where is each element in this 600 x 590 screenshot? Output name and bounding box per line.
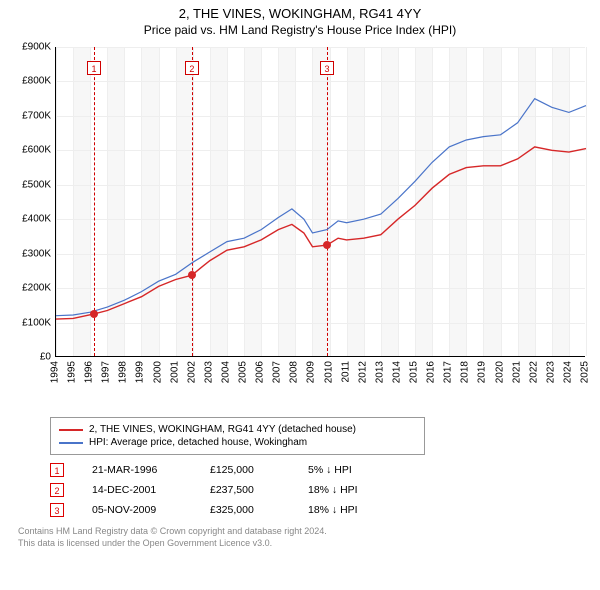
sales-date: 05-NOV-2009 bbox=[92, 504, 182, 516]
x-tick-label: 2000 bbox=[152, 361, 163, 383]
titles: 2, THE VINES, WOKINGHAM, RG41 4YY Price … bbox=[0, 0, 600, 41]
chart-container: 2, THE VINES, WOKINGHAM, RG41 4YY Price … bbox=[0, 0, 600, 549]
sales-index-box: 2 bbox=[50, 483, 64, 497]
sales-row: 2 14-DEC-2001 £237,500 18% ↓ HPI bbox=[50, 483, 590, 497]
plot-region: 123 bbox=[55, 47, 585, 357]
x-tick-label: 1994 bbox=[50, 361, 61, 383]
x-tick-label: 2019 bbox=[477, 361, 488, 383]
sales-row: 3 05-NOV-2009 £325,000 18% ↓ HPI bbox=[50, 503, 590, 517]
sales-delta: 18% ↓ HPI bbox=[308, 484, 388, 496]
x-tick-label: 1996 bbox=[84, 361, 95, 383]
x-tick-label: 2023 bbox=[545, 361, 556, 383]
x-tick-label: 2002 bbox=[186, 361, 197, 383]
y-tick-label: £800K bbox=[5, 76, 51, 87]
legend-swatch bbox=[59, 442, 83, 444]
y-tick-label: £700K bbox=[5, 110, 51, 121]
x-tick-label: 1999 bbox=[135, 361, 146, 383]
x-tick-label: 2005 bbox=[238, 361, 249, 383]
x-tick-label: 2007 bbox=[272, 361, 283, 383]
x-tick-label: 2008 bbox=[289, 361, 300, 383]
x-tick-label: 2010 bbox=[323, 361, 334, 383]
x-tick-label: 2015 bbox=[409, 361, 420, 383]
x-tick-label: 2003 bbox=[203, 361, 214, 383]
footer-line: This data is licensed under the Open Gov… bbox=[18, 537, 590, 549]
series-svg bbox=[56, 47, 585, 356]
sales-date: 14-DEC-2001 bbox=[92, 484, 182, 496]
x-tick-label: 1995 bbox=[67, 361, 78, 383]
y-tick-label: £0 bbox=[5, 352, 51, 363]
x-tick-label: 1998 bbox=[118, 361, 129, 383]
x-tick-label: 2016 bbox=[426, 361, 437, 383]
y-tick-label: £100K bbox=[5, 317, 51, 328]
x-tick-label: 2020 bbox=[494, 361, 505, 383]
series-line bbox=[56, 147, 586, 319]
y-tick-label: £400K bbox=[5, 214, 51, 225]
legend-label: 2, THE VINES, WOKINGHAM, RG41 4YY (detac… bbox=[89, 424, 356, 435]
chart-area: 123 1994 1995 1996 1997 1998 1999 2000 2001 2002… bbox=[5, 41, 595, 411]
x-tick-label: 2004 bbox=[220, 361, 231, 383]
footer-attribution: Contains HM Land Registry data © Crown c… bbox=[18, 525, 590, 549]
chart-title: 2, THE VINES, WOKINGHAM, RG41 4YY bbox=[0, 6, 600, 21]
x-tick-label: 2018 bbox=[460, 361, 471, 383]
legend-swatch bbox=[59, 429, 83, 431]
sales-date: 21-MAR-1996 bbox=[92, 464, 182, 476]
x-tick-label: 2017 bbox=[443, 361, 454, 383]
chart-subtitle: Price paid vs. HM Land Registry's House … bbox=[0, 23, 600, 37]
sales-delta: 5% ↓ HPI bbox=[308, 464, 388, 476]
x-tick-label: 2012 bbox=[357, 361, 368, 383]
y-tick-label: £600K bbox=[5, 145, 51, 156]
x-tick-label: 2001 bbox=[169, 361, 180, 383]
x-tick-label: 2011 bbox=[340, 361, 351, 383]
sales-row: 1 21-MAR-1996 £125,000 5% ↓ HPI bbox=[50, 463, 590, 477]
x-tick-label: 2021 bbox=[511, 361, 522, 383]
sale-point bbox=[90, 310, 98, 318]
sales-price: £237,500 bbox=[210, 484, 280, 496]
y-tick-label: £200K bbox=[5, 283, 51, 294]
sales-price: £125,000 bbox=[210, 464, 280, 476]
legend: 2, THE VINES, WOKINGHAM, RG41 4YY (detac… bbox=[50, 417, 425, 455]
sale-point bbox=[323, 241, 331, 249]
x-tick-label: 1997 bbox=[101, 361, 112, 383]
sales-index-box: 1 bbox=[50, 463, 64, 477]
legend-label: HPI: Average price, detached house, Woki… bbox=[89, 437, 307, 448]
series-line bbox=[56, 99, 586, 316]
x-tick-label: 2013 bbox=[374, 361, 385, 383]
footer-line: Contains HM Land Registry data © Crown c… bbox=[18, 525, 590, 537]
x-tick-label: 2014 bbox=[391, 361, 402, 383]
legend-item: 2, THE VINES, WOKINGHAM, RG41 4YY (detac… bbox=[59, 424, 416, 435]
legend-item: HPI: Average price, detached house, Woki… bbox=[59, 437, 416, 448]
x-tick-label: 2022 bbox=[528, 361, 539, 383]
sales-price: £325,000 bbox=[210, 504, 280, 516]
sales-delta: 18% ↓ HPI bbox=[308, 504, 388, 516]
x-tick-label: 2025 bbox=[580, 361, 591, 383]
x-tick-label: 2024 bbox=[562, 361, 573, 383]
y-tick-label: £900K bbox=[5, 42, 51, 53]
sales-index-box: 3 bbox=[50, 503, 64, 517]
y-tick-label: £500K bbox=[5, 179, 51, 190]
x-tick-label: 2009 bbox=[306, 361, 317, 383]
sale-point bbox=[188, 271, 196, 279]
x-tick-label: 2006 bbox=[255, 361, 266, 383]
sales-table: 1 21-MAR-1996 £125,000 5% ↓ HPI 2 14-DEC-2001… bbox=[50, 463, 590, 517]
y-tick-label: £300K bbox=[5, 248, 51, 259]
